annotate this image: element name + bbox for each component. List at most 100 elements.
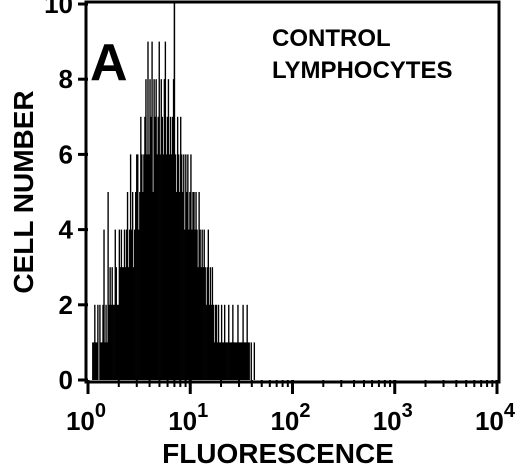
histogram-bar bbox=[206, 267, 208, 380]
histogram-bar bbox=[152, 192, 154, 380]
histogram-bar bbox=[157, 116, 159, 381]
histogram-bar bbox=[116, 304, 118, 380]
histogram-bar bbox=[207, 229, 209, 380]
histogram-bar bbox=[103, 229, 105, 380]
histogram-bar bbox=[211, 267, 214, 380]
histogram-bar bbox=[114, 229, 116, 380]
histogram-bar bbox=[125, 229, 128, 380]
histogram-bar bbox=[154, 116, 156, 381]
histogram-bar bbox=[158, 41, 160, 380]
histogram-bar bbox=[176, 116, 179, 381]
histogram-bar bbox=[101, 342, 103, 380]
histogram-bar bbox=[182, 192, 184, 380]
histogram-bar bbox=[108, 304, 110, 380]
histogram-bar bbox=[151, 41, 153, 380]
histogram-bar bbox=[129, 154, 132, 380]
histogram-bar bbox=[144, 116, 146, 381]
histogram-bar bbox=[229, 342, 231, 380]
histogram-bar bbox=[119, 267, 122, 380]
histogram-bar bbox=[235, 342, 237, 380]
x-axis-ticks: 100 101 102 103 104 bbox=[66, 380, 516, 436]
histogram-bar bbox=[245, 342, 247, 380]
histogram-bar bbox=[169, 116, 172, 381]
histogram-bar bbox=[218, 342, 221, 380]
histogram-bar bbox=[195, 192, 197, 380]
annotation-line-1: CONTROL bbox=[272, 25, 391, 52]
histogram-bar bbox=[150, 116, 152, 381]
histogram-bar bbox=[214, 304, 217, 380]
x-tick-label: 104 bbox=[475, 400, 516, 436]
histogram-bar bbox=[179, 192, 181, 380]
histogram-bar bbox=[188, 229, 190, 380]
histogram-bar bbox=[131, 192, 134, 380]
y-tick-label: 0 bbox=[59, 365, 73, 395]
y-axis-title: CELL NUMBER bbox=[8, 90, 39, 293]
histogram-bar bbox=[163, 79, 166, 380]
histogram-bar bbox=[167, 79, 170, 380]
histogram-bar bbox=[96, 342, 98, 380]
histogram-bar bbox=[212, 304, 215, 380]
histogram-bar bbox=[111, 267, 113, 380]
histogram-bar bbox=[140, 116, 142, 381]
histogram-bar bbox=[121, 267, 124, 380]
histogram-bar bbox=[156, 154, 158, 380]
histogram-bar bbox=[137, 154, 139, 380]
y-tick-label: 2 bbox=[59, 290, 73, 320]
histogram-bar bbox=[240, 342, 242, 380]
histogram-bar bbox=[123, 229, 126, 380]
histogram-bar bbox=[237, 304, 239, 380]
histogram-bar bbox=[102, 304, 104, 380]
histogram-bar bbox=[166, 116, 169, 381]
histogram-bar bbox=[196, 229, 198, 380]
histogram-bar bbox=[186, 192, 188, 380]
histogram-bar bbox=[236, 342, 238, 380]
histogram-bar bbox=[203, 229, 205, 380]
histogram-bar bbox=[234, 342, 236, 380]
histogram-bar bbox=[238, 342, 240, 380]
histogram-bar bbox=[149, 79, 151, 380]
histogram-bar bbox=[215, 304, 218, 380]
histogram-bar bbox=[250, 342, 252, 380]
histogram-bar bbox=[172, 79, 175, 380]
histogram-bar bbox=[184, 229, 186, 380]
histogram-bar bbox=[115, 267, 117, 380]
histogram-bar bbox=[204, 267, 206, 380]
histogram-bar bbox=[94, 304, 96, 380]
histogram-bar bbox=[192, 192, 194, 380]
histogram-bar bbox=[132, 267, 135, 380]
histogram-bar bbox=[197, 267, 199, 380]
histogram-bar bbox=[109, 267, 111, 380]
histogram-bar bbox=[161, 116, 163, 381]
annotation-line-2: LYMPHOCYTES bbox=[272, 57, 452, 84]
histogram-bar bbox=[209, 267, 212, 380]
histogram-bar bbox=[227, 342, 229, 380]
y-tick-label: 8 bbox=[59, 64, 73, 94]
histogram-bar bbox=[198, 192, 200, 380]
histogram-bar bbox=[113, 304, 115, 380]
histogram-bar bbox=[138, 229, 140, 380]
histogram-bar bbox=[106, 342, 108, 380]
histogram-bar bbox=[232, 304, 234, 380]
histogram-bar bbox=[97, 304, 99, 380]
histogram-bar bbox=[145, 79, 147, 380]
histogram-bar bbox=[141, 154, 143, 380]
histogram-bar bbox=[139, 192, 141, 380]
histogram-bar bbox=[180, 116, 182, 381]
histogram-bar bbox=[183, 154, 185, 380]
histogram-bar bbox=[242, 304, 244, 380]
histogram-bar bbox=[187, 154, 189, 380]
histogram-bar bbox=[128, 229, 131, 380]
histogram-bar bbox=[233, 342, 235, 380]
histogram-bar bbox=[120, 229, 123, 380]
histogram-bar bbox=[221, 342, 224, 380]
histogram-bar bbox=[228, 304, 230, 380]
histogram-bar bbox=[244, 342, 246, 380]
histogram-bar bbox=[189, 192, 191, 380]
histogram-bar bbox=[168, 154, 171, 380]
histogram-bar bbox=[177, 154, 180, 380]
histogram-bar bbox=[159, 154, 161, 380]
histogram-bar bbox=[194, 229, 196, 380]
histogram-bar bbox=[143, 154, 145, 380]
x-axis-title: FLUORESCENCE bbox=[162, 438, 394, 469]
